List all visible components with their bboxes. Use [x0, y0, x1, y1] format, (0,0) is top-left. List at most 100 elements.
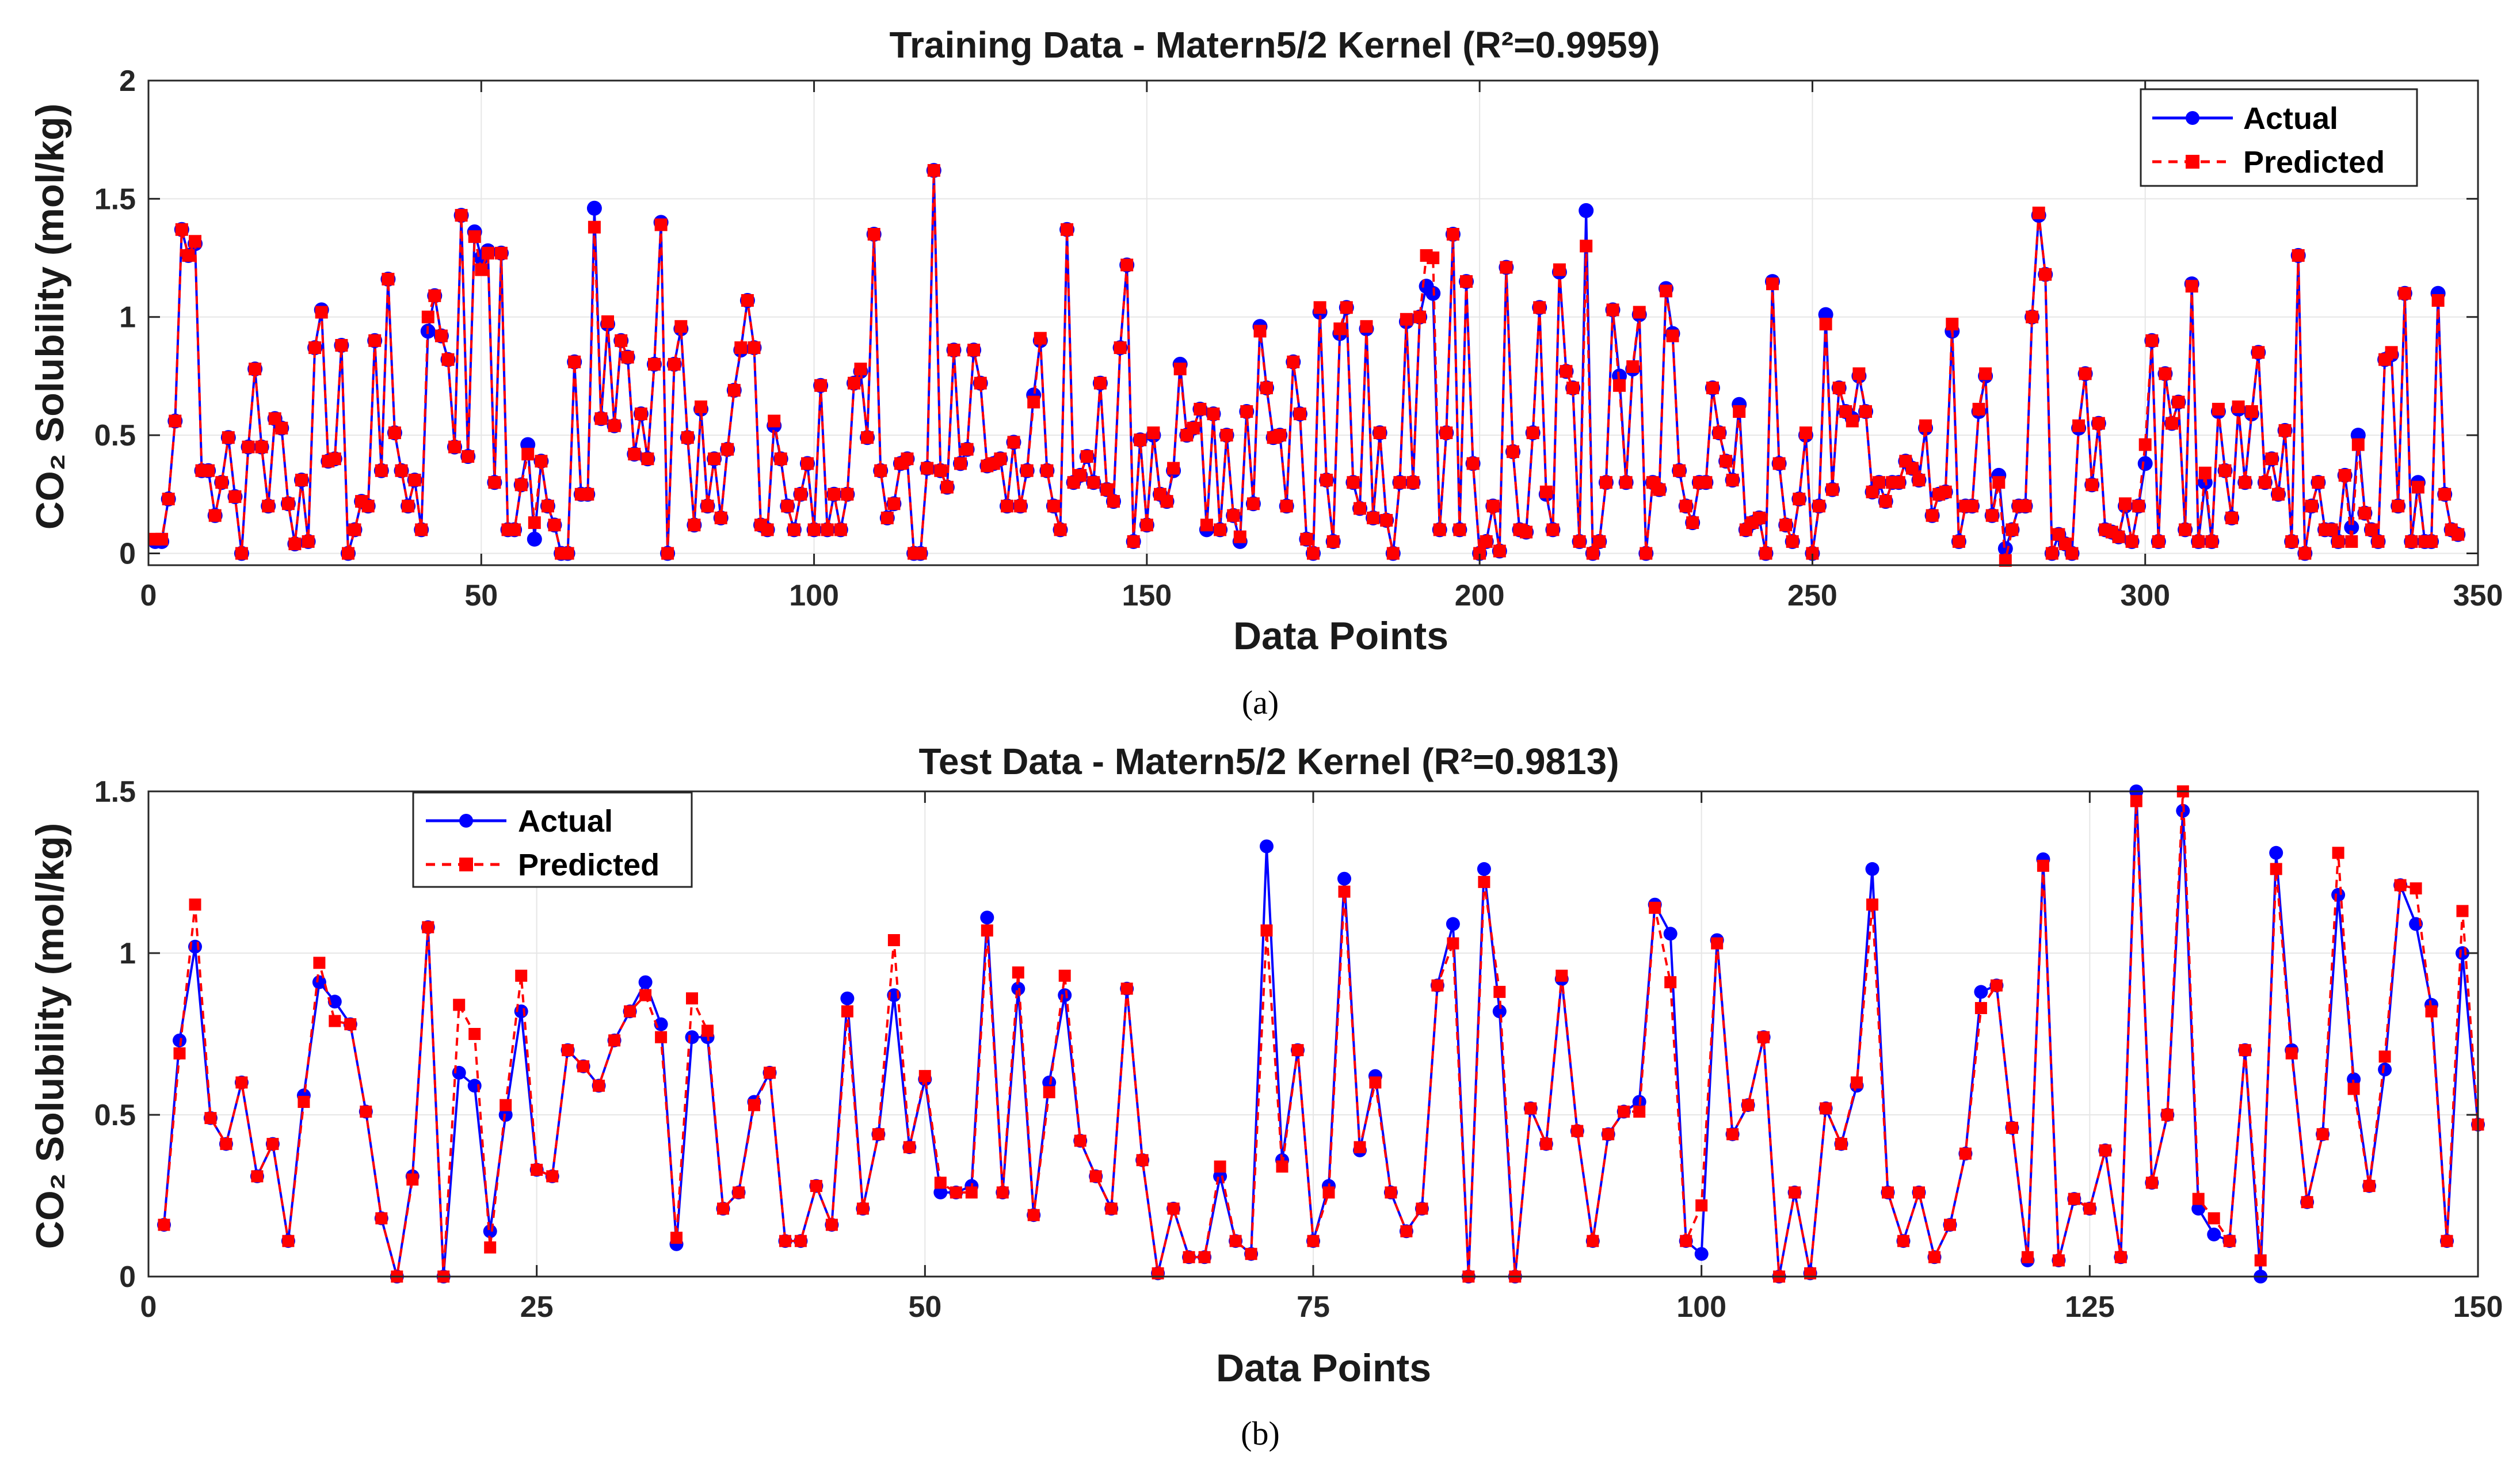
test-predicted-point [1478, 875, 1490, 888]
test-actual-point [2347, 1072, 2361, 1087]
training-predicted-point [734, 341, 748, 355]
training-predicted-point [415, 523, 428, 536]
test-predicted-point [2363, 1180, 2376, 1193]
training-predicted-point [901, 452, 914, 466]
training-predicted-point [375, 464, 388, 477]
test-panel-caption: (b) [1241, 1415, 1280, 1452]
training-x-tick-label: 0 [140, 579, 157, 612]
training-predicted-point [1666, 329, 1679, 342]
training-predicted-point [634, 407, 647, 421]
test-predicted-point [1757, 1031, 1770, 1043]
training-predicted-point [1406, 476, 1420, 489]
test-predicted-point [1789, 1186, 1801, 1199]
test-predicted-point [1664, 976, 1677, 989]
training-predicted-point [335, 339, 348, 352]
test-predicted-point [608, 1034, 621, 1047]
test-predicted-point [1820, 1102, 1832, 1115]
test-actual-point [2269, 845, 2283, 860]
training-predicted-point [2365, 523, 2378, 536]
test-predicted-point [1338, 885, 1351, 898]
test-predicted-point [1571, 1125, 1584, 1137]
test-y-tick-label: 0 [119, 1260, 136, 1294]
training-predicted-point [1486, 500, 1500, 513]
training-predicted-point [2032, 207, 2045, 219]
test-predicted-point [422, 921, 434, 934]
test-predicted-point [266, 1138, 279, 1151]
training-x-tick-label: 100 [789, 579, 839, 612]
test-legend-actual-label: Actual [518, 804, 613, 839]
training-actual-point [2137, 456, 2153, 471]
test-predicted-point [2037, 859, 2049, 872]
training-predicted-point [674, 320, 688, 333]
training-predicted-point [215, 476, 228, 489]
test-predicted-point [1369, 1076, 1382, 1089]
training-predicted-point [2092, 417, 2105, 430]
training-predicted-point [1653, 483, 1666, 496]
training-predicted-point [1799, 426, 1812, 439]
training-predicted-point [1214, 523, 1227, 536]
test-predicted-point [1711, 937, 1724, 950]
training-predicted-point [428, 289, 441, 302]
test-predicted-point [872, 1128, 885, 1141]
training-predicted-point [887, 497, 901, 511]
test-actual-point [1865, 862, 1879, 876]
test-predicted-point [2239, 1044, 2251, 1057]
test-legend-predicted-label: Predicted [518, 848, 659, 882]
training-predicted-point [1992, 476, 2006, 489]
test-predicted-point [1307, 1235, 1320, 1247]
training-predicted-point [1200, 519, 1213, 532]
test-predicted-point [624, 1005, 636, 1018]
training-predicted-point [1007, 436, 1020, 449]
training-predicted-point [1533, 301, 1546, 314]
training-predicted-point [475, 263, 488, 276]
training-predicted-point [2438, 487, 2452, 501]
training-predicted-point [1859, 405, 1872, 418]
training-y-tick-label: 1.5 [94, 182, 136, 216]
training-predicted-point [189, 235, 201, 248]
training-x-tick-label: 50 [464, 579, 498, 612]
test-predicted-point [360, 1105, 372, 1118]
training-predicted-point [2145, 334, 2159, 347]
test-predicted-point [1959, 1147, 1972, 1160]
test-predicted-point [313, 957, 326, 969]
training-predicted-point [761, 523, 774, 536]
training-predicted-point [615, 334, 628, 347]
test-predicted-point [1447, 937, 1459, 950]
training-predicted-point [2019, 500, 2032, 513]
training-predicted-point [661, 547, 674, 560]
training-predicted-point [1040, 464, 1054, 477]
training-predicted-point [821, 523, 834, 536]
training-predicted-point [2372, 535, 2385, 548]
training-predicted-point [1427, 252, 1440, 264]
training-predicted-point [1852, 367, 1866, 380]
test-predicted-point [2006, 1122, 2018, 1134]
test-predicted-point [764, 1066, 776, 1079]
test-predicted-point [298, 1096, 310, 1108]
training-predicted-point [1227, 509, 1240, 522]
test-predicted-point [2285, 1047, 2298, 1060]
test-predicted-point [235, 1076, 248, 1089]
training-predicted-point [1233, 530, 1246, 543]
training-predicted-point [1460, 275, 1473, 288]
training-predicted-point [1706, 382, 1719, 394]
training-predicted-point [1380, 514, 1393, 527]
training-predicted-point [2398, 287, 2411, 300]
training-predicted-point [1100, 483, 1114, 496]
training-actual-point [1997, 541, 2013, 557]
test-predicted-point [2021, 1251, 2034, 1263]
test-predicted-point [1493, 985, 1506, 998]
training-predicted-point [1034, 332, 1047, 345]
test-actual-point [1477, 862, 1491, 876]
training-predicted-point [228, 490, 242, 503]
training-predicted-point [514, 478, 528, 492]
training-chart: Training Data - Matern5/2 Kernel (R²=0.9… [28, 24, 2503, 721]
test-predicted-point [1074, 1134, 1086, 1147]
test-predicted-point [1322, 1186, 1335, 1199]
training-predicted-point [695, 400, 707, 413]
training-x-tick-label: 300 [2120, 579, 2170, 612]
training-predicted-point [1786, 535, 1799, 548]
training-panel-caption: (a) [1242, 684, 1279, 721]
test-x-tick-label: 50 [908, 1290, 941, 1324]
training-predicted-point [2185, 280, 2198, 293]
test-predicted-series [158, 785, 2484, 1283]
